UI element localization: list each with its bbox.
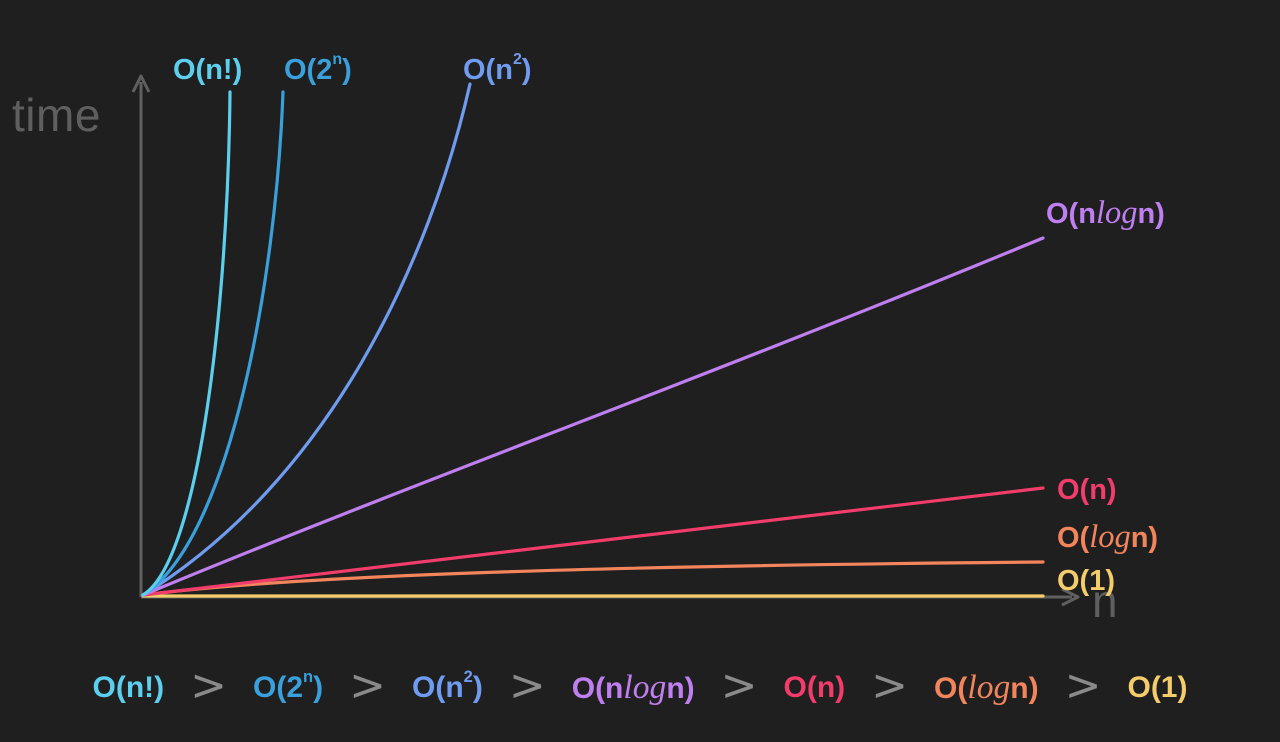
- label-text: ): [313, 671, 324, 704]
- label-exponential: O(2n): [284, 52, 352, 86]
- label-text: O(1): [1057, 565, 1115, 597]
- label-text: O(2: [284, 54, 333, 86]
- superscript: n: [303, 667, 314, 686]
- label-text: O(n!): [92, 671, 165, 704]
- complexity-ordering: O(n!) > O(2n) > O(n2) > O(nlogn) > O(n) > O(logn) >…: [0, 656, 1280, 720]
- label-text: O(n!): [173, 54, 243, 86]
- x-axis-label: n: [1092, 575, 1119, 627]
- log-glyph: log: [1095, 195, 1138, 231]
- label-nlogn: O(nlogn): [1046, 197, 1165, 229]
- ordering-item-log: O(logn): [934, 671, 1039, 705]
- superscript: n: [332, 51, 343, 69]
- series-line-lin: [141, 486, 1045, 597]
- x-axis-arrow: [1061, 587, 1080, 607]
- label-text: n): [1010, 672, 1039, 706]
- label-text: n): [1130, 522, 1159, 554]
- label-text: n): [1137, 198, 1165, 230]
- label-text: O(n): [1057, 474, 1117, 506]
- ordering-item-fact: O(n!): [93, 673, 165, 703]
- series-line-exp: [141, 90, 285, 597]
- ordering-item-nlogn: O(nlogn): [572, 671, 695, 705]
- label-text: O(n: [463, 54, 513, 86]
- log-glyph: log: [967, 669, 1011, 707]
- label-text: O(n: [571, 672, 624, 706]
- greater-than-separator: >: [508, 660, 546, 711]
- greater-than-separator: >: [720, 660, 758, 711]
- ordering-item-const: O(1): [1127, 673, 1187, 703]
- series-line-nlogn: [141, 236, 1045, 597]
- ordering-item-lin: O(n): [784, 673, 846, 703]
- ordering-item-quad: O(n2): [412, 669, 483, 704]
- label-text: O(1): [1127, 671, 1188, 704]
- series-line-quad: [141, 82, 472, 597]
- superscript: 2: [512, 51, 522, 69]
- label-factorial: O(n!): [173, 56, 242, 85]
- label-logarithmic: O(logn): [1057, 521, 1158, 553]
- label-constant: O(1): [1057, 567, 1115, 596]
- greater-than-separator: >: [1064, 660, 1102, 711]
- greater-than-separator: >: [190, 660, 228, 711]
- log-glyph: log: [623, 669, 667, 707]
- log-glyph: log: [1089, 519, 1131, 555]
- greater-than-separator: >: [349, 660, 387, 711]
- label-text: ): [472, 671, 483, 704]
- label-text: O(n: [1046, 198, 1096, 230]
- series-line-fact: [141, 90, 232, 597]
- label-text: O(n: [412, 671, 464, 704]
- label-text: ): [521, 54, 532, 86]
- label-text: O(n): [783, 671, 846, 704]
- label-text: O(: [934, 672, 968, 706]
- y-axis-arrow: [131, 74, 151, 93]
- label-text: ): [342, 54, 352, 86]
- label-text: O(: [1057, 522, 1090, 554]
- superscript: 2: [463, 667, 473, 686]
- label-text: O(2: [253, 671, 304, 704]
- y-axis-label: time: [12, 89, 101, 141]
- greater-than-separator: >: [871, 660, 909, 711]
- label-quadratic: O(n2): [463, 52, 532, 86]
- label-linear: O(n): [1057, 476, 1117, 505]
- label-text: n): [666, 672, 695, 706]
- ordering-item-exp: O(2n): [253, 669, 324, 704]
